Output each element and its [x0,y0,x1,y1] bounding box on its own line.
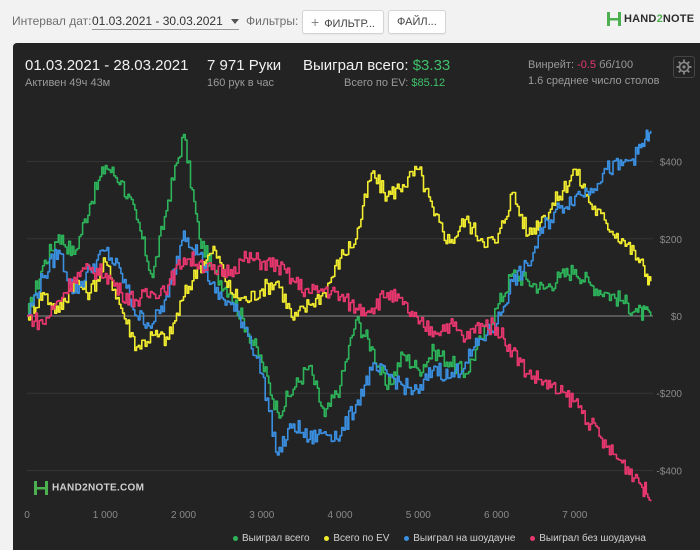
toolbar: Интервал дат: 01.03.2021 - 30.03.2021 Фи… [0,0,700,42]
watermark-tail: NOTE.COM [87,482,145,494]
ev-label: Всего по EV: [344,77,409,89]
series-line-ev [27,165,652,352]
legend-dot-showdown [404,535,410,541]
won-value: $3.33 [412,57,451,74]
won-label: Выиграл всего: [303,57,409,74]
series-line-nonshowdown [27,250,652,502]
x-tick-label: 0 [24,510,30,521]
chevron-down-icon [230,19,239,25]
series-line-showdown [27,129,652,456]
hands-per-hour: 160 рук в час [207,77,275,89]
brand-main: HAND [624,12,657,25]
legend-dot-ev [324,535,330,541]
graph-panel: 01.03.2021 - 28.03.2021 Активен 49ч 43м … [13,43,700,550]
y-tick-label: $200 [660,235,683,246]
x-tick-label: 3 000 [249,510,274,521]
x-tick-label: 6 000 [484,510,509,521]
legend-label-won: Выиграл всего [242,533,310,544]
brand-tail: NOTE [662,12,695,25]
legend: Выиграл всего Всего по EV Выиграл на шоу… [233,533,658,544]
x-tick-label: 2 000 [171,510,196,521]
legend-dot-nonshowdown [530,535,536,541]
date-range-value: 01.03.2021 - 30.03.2021 [92,14,223,28]
legend-item-ev[interactable]: Всего по EV [324,533,389,544]
brand-logo: HAND2NOTE [606,11,694,27]
brand-accent: 2 [656,12,663,25]
y-tick-label: $400 [660,158,683,169]
watermark-main: HAND [52,482,83,494]
filter-button[interactable]: + ФИЛЬТР... [302,10,384,34]
legend-dot-won [233,535,238,541]
winrate-unit: бб/100 [599,59,634,71]
interval-label: Интервал дат: [12,14,92,28]
ev-value: $85.12 [411,77,446,89]
won-total: Выиграл всего: $3.33 [303,57,450,74]
legend-label-showdown: Выиграл на шоудауне [413,533,516,544]
winrate-label: Винрейт: [528,59,575,71]
date-range-select[interactable]: 01.03.2021 - 30.03.2021 [92,12,239,30]
gear-icon [676,59,692,75]
y-tick-label: -$400 [656,466,682,477]
logo-icon [607,12,621,26]
filters-label: Фильтры: [246,14,299,28]
legend-label-ev: Всего по EV [333,533,390,544]
x-tick-label: 1 000 [93,510,118,521]
y-tick-label: -$200 [656,389,682,400]
graph-chart: $400 $200 $0 -$200 -$400 0 1 000 2 000 3 000 4 00… [24,129,683,521]
legend-label-nonshowdown: Выиграл без шоудауна [539,533,646,544]
plus-icon: + [311,14,320,30]
avg-tables: 1.6 среднее число столов [528,75,660,87]
hands-count: 7 971 Руки [207,57,282,74]
series-line-won [27,133,652,419]
legend-item-showdown[interactable]: Выиграл на шоудауне [404,533,515,544]
file-button-label: ФАЙЛ... [397,16,437,28]
winrate: Винрейт: -0.5 бб/100 [528,59,633,71]
logo-icon [34,481,48,495]
winrate-value: -0.5 [577,59,597,71]
file-button[interactable]: ФАЙЛ... [388,10,446,34]
ev-total: Всего по EV: $85.12 [344,77,445,89]
active-time: Активен 49ч 43м [25,77,111,89]
settings-button[interactable] [673,56,695,78]
filter-button-label: ФИЛЬТР... [324,18,375,30]
x-tick-label: 7 000 [562,510,587,521]
watermark-accent: 2 [82,482,88,494]
legend-item-won[interactable]: Выиграл всего [233,533,310,544]
watermark-logo: HAND2NOTE.COM [33,480,144,496]
x-tick-label: 4 000 [327,510,352,521]
period-value: 01.03.2021 - 28.03.2021 [25,57,189,74]
y-tick-label: $0 [671,312,683,323]
legend-item-nonshowdown[interactable]: Выиграл без шоудауна [530,533,646,544]
x-tick-label: 5 000 [406,510,431,521]
